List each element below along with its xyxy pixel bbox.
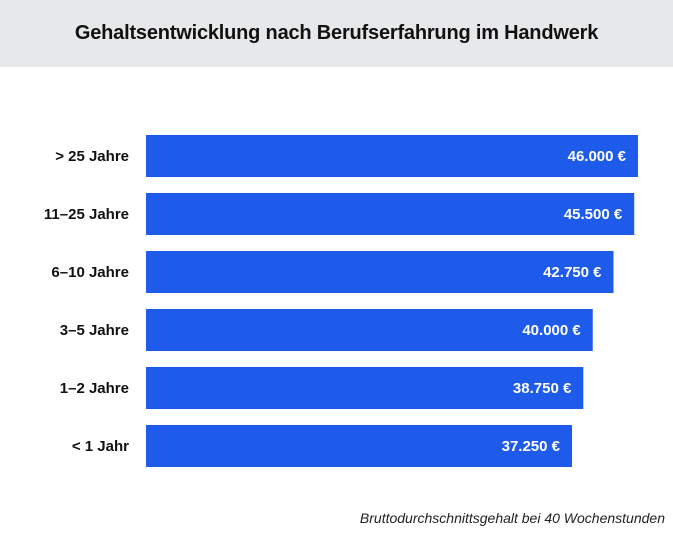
chart-title: Gehaltsentwicklung nach Berufserfahrung … (74, 22, 599, 44)
category-label: < 1 Jahr (72, 438, 129, 455)
category-label: 6–10 Jahre (51, 264, 129, 281)
value-label: 42.750 € (543, 264, 602, 281)
bar-0 (146, 135, 638, 177)
value-label: 46.000 € (568, 148, 627, 165)
value-label: 38.750 € (513, 380, 572, 397)
bar-2 (146, 251, 614, 293)
category-label: 11–25 Jahre (44, 206, 129, 223)
bar-4 (146, 367, 584, 409)
value-label: 40.000 € (522, 322, 581, 339)
category-label: 1–2 Jahre (60, 380, 129, 397)
bar-5 (146, 425, 572, 467)
bars-layer: > 25 Jahre 46.000 € 11–25 Jahre 45.500 € 6–1… (44, 135, 638, 467)
value-label: 37.250 € (502, 438, 561, 455)
bar-chart: > 25 Jahre 46.000 € 11–25 Jahre 45.500 € 6–1… (44, 135, 638, 467)
category-label: > 25 Jahre (55, 148, 129, 165)
bar-3 (146, 309, 593, 351)
bar-1 (146, 193, 635, 235)
category-label: 3–5 Jahre (60, 322, 129, 339)
value-label: 45.500 € (564, 206, 623, 223)
chart-header: Gehaltsentwicklung nach Berufserfahrung … (0, 0, 673, 67)
chart-footnote: Bruttodurchschnittsgehalt bei 40 Wochens… (359, 510, 665, 526)
